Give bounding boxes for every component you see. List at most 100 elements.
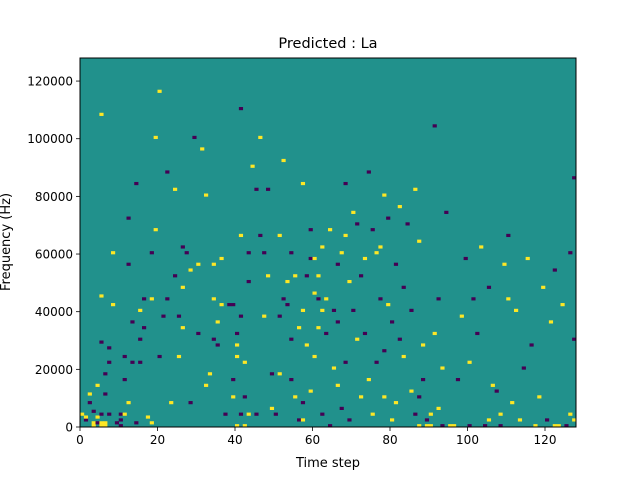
heatmap-cell-low	[254, 187, 259, 191]
heatmap-cell-low	[328, 424, 333, 428]
heatmap-cell-low	[378, 297, 383, 301]
heatmap-cell-high	[541, 285, 546, 289]
heatmap-cell-low	[421, 377, 426, 382]
heatmap-cell-high	[103, 421, 108, 425]
heatmap-cell-low	[107, 412, 112, 416]
heatmap-cell-low	[235, 331, 240, 336]
heatmap-cell-low	[138, 337, 143, 341]
y-tick-label: 40000	[35, 305, 73, 319]
heatmap-cell-low	[130, 360, 135, 364]
heatmap-cell-high	[297, 326, 302, 330]
heatmap-cell-high	[246, 412, 251, 416]
heatmap-cell-high	[537, 395, 542, 399]
heatmap-cell-low	[246, 251, 251, 255]
heatmap-cell-high	[320, 245, 325, 249]
heatmap-cell-high	[188, 268, 193, 272]
heatmap-cell-high	[235, 354, 240, 359]
heatmap-cell-low	[432, 124, 437, 128]
heatmap-cell-high	[421, 343, 426, 347]
heatmap-cell-low	[118, 418, 123, 422]
heatmap-cell-high	[572, 418, 577, 422]
heatmap-cell-high	[83, 415, 89, 419]
heatmap-cells	[80, 58, 577, 428]
heatmap-cell-low	[483, 424, 488, 428]
heatmap-cell-high	[351, 210, 356, 214]
heatmap-cell-high	[235, 343, 240, 347]
heatmap-cell-low	[289, 337, 294, 341]
heatmap-cell-low	[107, 360, 112, 364]
heatmap-cell-low	[455, 377, 461, 382]
heatmap-cell-high	[378, 245, 383, 249]
heatmap-cell-low	[324, 331, 329, 336]
heatmap-cell-high	[401, 354, 406, 359]
heatmap-cell-low	[386, 216, 391, 220]
heatmap-cell-high	[533, 424, 538, 428]
y-tick-label: 0	[65, 421, 73, 435]
heatmap-cell-high	[277, 233, 282, 238]
heatmap-cell-low	[436, 297, 441, 301]
heatmap-cell-low	[444, 210, 449, 214]
heatmap-cell-high	[428, 412, 433, 416]
heatmap-cell-low	[308, 256, 313, 261]
heatmap-cell-high	[440, 366, 445, 370]
heatmap-cell-low	[99, 340, 104, 344]
heatmap-cell-high	[568, 412, 573, 416]
y-tick-label: 80000	[35, 190, 73, 204]
x-axis-ticks: 0 20 40 60 80 100 120	[76, 427, 556, 447]
heatmap-cell-low	[374, 360, 379, 364]
heatmap-cell-high	[211, 262, 216, 266]
heatmap-cell-high	[262, 314, 267, 318]
heatmap-cell-low	[335, 320, 340, 324]
heatmap-cell-low	[258, 233, 263, 238]
heatmap-cell-low	[192, 135, 197, 140]
heatmap-cell-high	[316, 274, 321, 278]
heatmap-cell-high	[390, 418, 395, 422]
heatmap-cell-high	[99, 294, 104, 298]
heatmap-cell-high	[397, 205, 402, 209]
heatmap-cell-low	[471, 297, 476, 301]
heatmap-cell-low	[463, 256, 468, 261]
x-tick-label: 120	[534, 433, 557, 447]
heatmap-cell-low	[568, 251, 573, 255]
heatmap-cell-high	[238, 233, 244, 238]
heatmap-cell-low	[157, 354, 162, 359]
heatmap-cell-high	[285, 279, 290, 284]
heatmap-cell-high	[467, 360, 472, 364]
heatmap-cell-high	[331, 366, 337, 370]
heatmap-cell-high	[343, 233, 348, 238]
heatmap-cell-high	[258, 135, 263, 140]
heatmap-cell-high	[498, 412, 503, 416]
heatmap-cell-high	[459, 314, 464, 318]
chart-title: Predicted : La	[278, 36, 377, 52]
heatmap-cell-high	[514, 308, 519, 312]
heatmap-cell-low	[103, 392, 108, 396]
heatmap-cell-low	[83, 418, 89, 422]
heatmap-cell-low	[134, 181, 139, 186]
heatmap-cell-high	[242, 360, 247, 364]
heatmap-cell-high	[293, 274, 298, 278]
heatmap-cell-high	[176, 354, 182, 359]
heatmap-cell-low	[118, 424, 123, 428]
heatmap-cell-low	[254, 412, 259, 416]
heatmap-cell-low	[401, 285, 406, 289]
heatmap-cell-high	[281, 158, 286, 163]
heatmap-cell-high	[99, 424, 104, 428]
heatmap-cell-high	[300, 308, 306, 312]
heatmap-cell-high	[138, 308, 143, 312]
heatmap-cell-high	[335, 383, 340, 387]
heatmap-cell-low	[467, 424, 472, 428]
heatmap-cell-high	[448, 424, 453, 428]
heatmap-cell-high	[200, 147, 205, 151]
heatmap-cell-high	[157, 89, 162, 93]
heatmap-cell-high	[328, 228, 333, 232]
x-tick-label: 0	[76, 433, 84, 447]
heatmap-cell-high	[231, 395, 236, 399]
heatmap-cell-low	[308, 228, 313, 232]
heatmap-cell-high	[304, 343, 309, 347]
heatmap-cell-low	[572, 337, 577, 341]
heatmap-cell-low	[390, 320, 395, 324]
heatmap-cell-low	[343, 181, 348, 186]
heatmap-cell-low	[165, 170, 170, 174]
heatmap-cell-high	[242, 424, 247, 428]
